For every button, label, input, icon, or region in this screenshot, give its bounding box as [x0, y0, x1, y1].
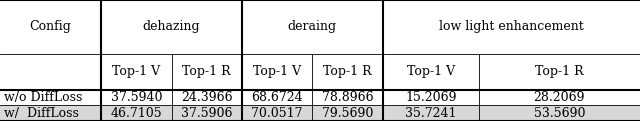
Text: 46.7105: 46.7105 [111, 107, 162, 120]
Text: Top-1 R: Top-1 R [323, 65, 372, 78]
Text: deraing: deraing [288, 20, 337, 33]
Bar [0, 90, 640, 105]
Text: 37.5906: 37.5906 [181, 107, 232, 120]
Text: 28.2069: 28.2069 [534, 91, 585, 104]
Text: Top-1 V: Top-1 V [253, 65, 301, 78]
Bar [0, 105, 640, 121]
Text: Top-1 V: Top-1 V [112, 65, 161, 78]
Text: 15.2069: 15.2069 [405, 91, 456, 104]
Text: Top-1 R: Top-1 R [535, 65, 584, 78]
Text: 79.5690: 79.5690 [322, 107, 373, 120]
Text: Config: Config [29, 20, 72, 33]
Text: w/o DiffLoss: w/o DiffLoss [4, 91, 82, 104]
Text: 35.7241: 35.7241 [405, 107, 456, 120]
Text: 78.8966: 78.8966 [322, 91, 373, 104]
Text: 24.3966: 24.3966 [181, 91, 232, 104]
Text: 53.5690: 53.5690 [534, 107, 585, 120]
Text: 37.5940: 37.5940 [111, 91, 162, 104]
Text: 70.0517: 70.0517 [252, 107, 303, 120]
Text: Top-1 R: Top-1 R [182, 65, 231, 78]
Text: Top-1 V: Top-1 V [406, 65, 455, 78]
Text: w/  DiffLoss: w/ DiffLoss [4, 107, 79, 120]
Text: low light enhancement: low light enhancement [439, 20, 584, 33]
Text: dehazing: dehazing [143, 20, 200, 33]
Text: 68.6724: 68.6724 [252, 91, 303, 104]
